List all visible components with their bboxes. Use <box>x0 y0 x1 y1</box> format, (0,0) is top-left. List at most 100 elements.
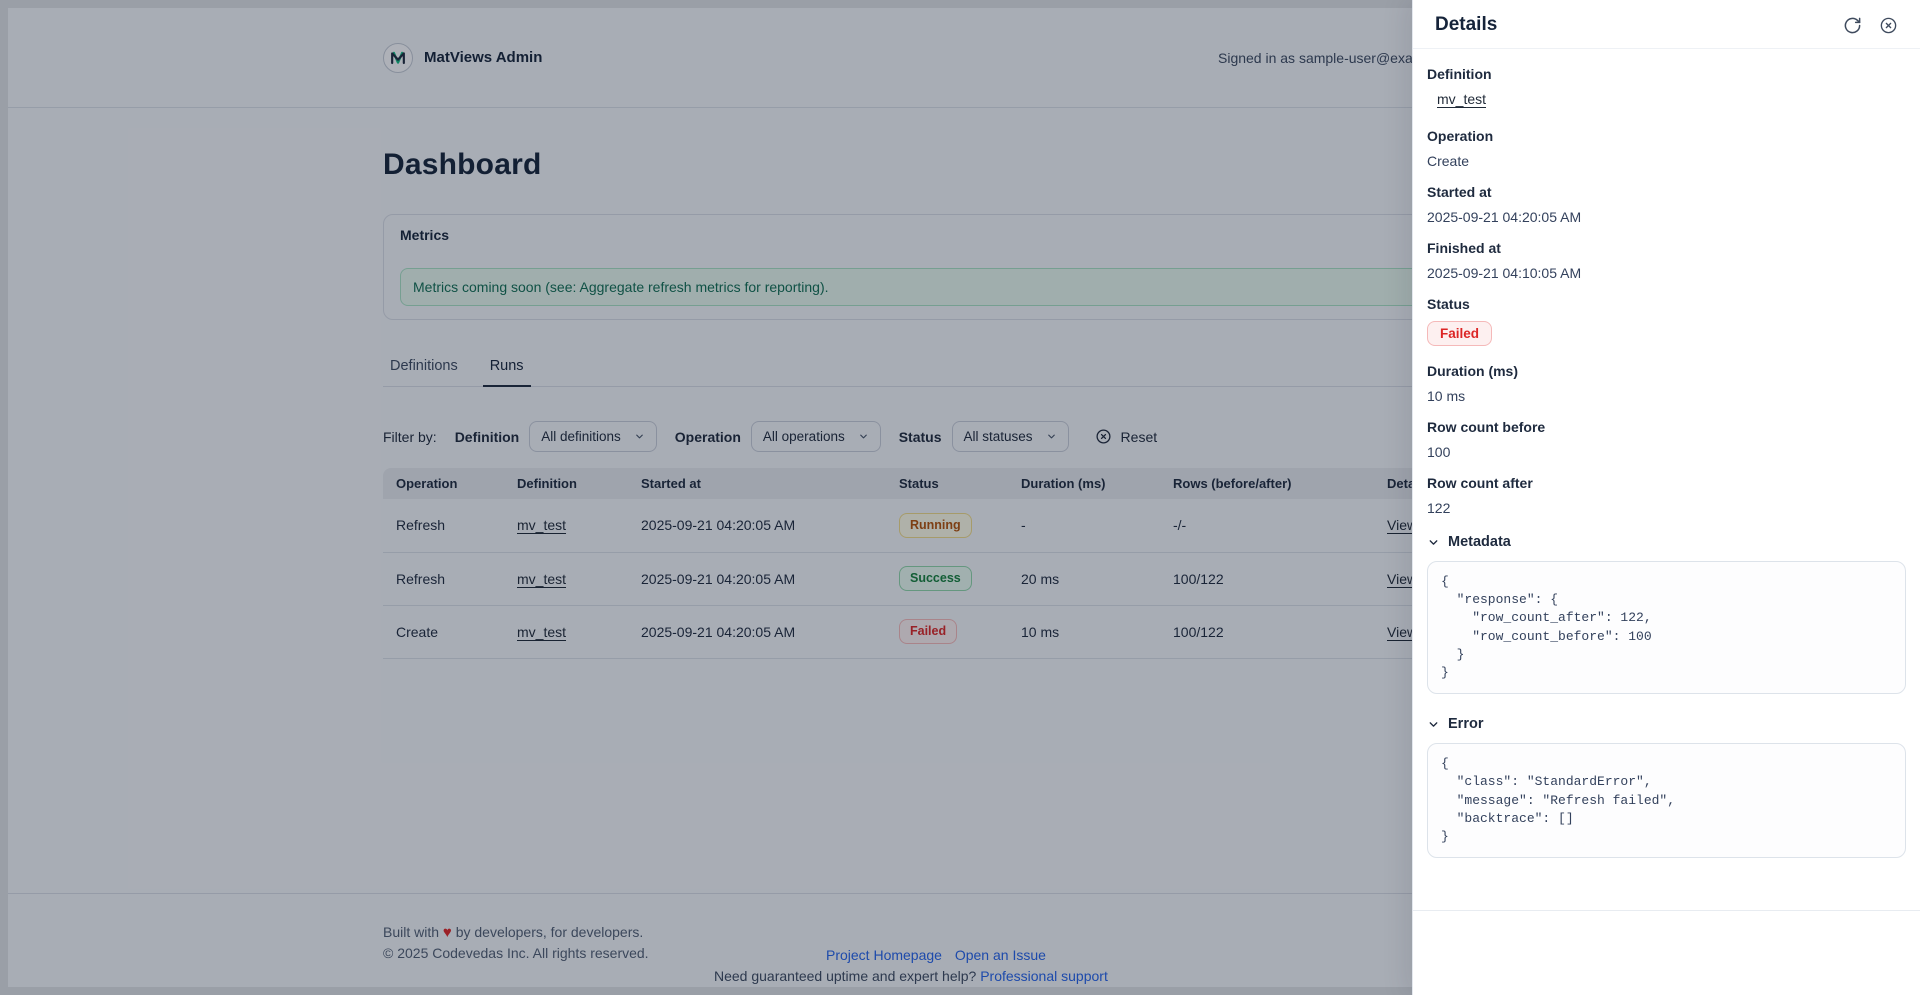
definition-label: Definition <box>1427 66 1492 82</box>
definition-filter-label: Definition <box>454 428 520 445</box>
definition-link[interactable]: mv_test <box>1437 91 1487 107</box>
built-with-text: Built with <box>383 924 440 940</box>
error-json: { "class": "StandardError", "message": "… <box>1441 756 1676 844</box>
page-title: Dashboard <box>383 148 542 181</box>
definition-field: Definition mv_test <box>1427 66 1906 113</box>
project-homepage-link[interactable]: Project Homepage <box>826 947 942 963</box>
refresh-button[interactable] <box>1843 16 1862 35</box>
view-details-link[interactable]: View <box>1387 570 1418 587</box>
col-rows: Rows (before/after) <box>1160 468 1374 499</box>
status-filter-label: Status <box>898 428 942 445</box>
tab-list: Definitions Runs <box>383 358 1537 387</box>
chevron-down-icon <box>635 434 643 439</box>
tab-definitions[interactable]: Definitions <box>390 358 458 374</box>
details-panel-header: Details <box>1413 0 1920 49</box>
chevron-down-icon <box>1047 434 1055 439</box>
definition-link[interactable]: mv_test <box>517 517 567 534</box>
top-bar: MatViews Admin Signed in as sample-user@… <box>8 8 1912 108</box>
duration-label: Duration (ms) <box>1427 363 1518 379</box>
cell-started-at: 2025-09-21 04:20:05 AM <box>628 552 886 606</box>
finished-at-value: 2025-09-21 04:10:05 AM <box>1427 265 1582 281</box>
cell-duration: 10 ms <box>1008 605 1160 659</box>
support-text: Need guaranteed uptime and expert help? <box>714 968 977 984</box>
footer-links: Project Homepage Open an Issue <box>826 947 1046 963</box>
page-footer: Built with ♥ by developers, for develope… <box>8 893 1912 987</box>
close-icon <box>1880 17 1897 33</box>
operation-filter-value: All operations <box>762 429 845 444</box>
definition-filter-select[interactable]: All definitions <box>529 421 657 452</box>
chevron-down-icon <box>1429 721 1438 727</box>
built-with-suffix: by developers, for developers. <box>455 924 644 940</box>
status-filter-select[interactable]: All statuses <box>951 421 1069 452</box>
cell-operation: Refresh <box>383 499 504 553</box>
chevron-down-icon <box>859 434 867 439</box>
col-duration: Duration (ms) <box>1008 468 1160 499</box>
cell-started-at: 2025-09-21 04:20:05 AM <box>628 499 886 553</box>
status-badge-failed: Failed <box>1427 321 1493 346</box>
finished-at-field: Finished at 2025-09-21 04:10:05 AM <box>1427 240 1906 281</box>
tab-runs[interactable]: Runs <box>482 358 531 387</box>
cell-duration: - <box>1008 499 1160 553</box>
status-badge-running: Running <box>899 512 972 538</box>
error-section-toggle[interactable]: Error <box>1427 716 1906 732</box>
error-code-block: { "class": "StandardError", "message": "… <box>1427 743 1906 859</box>
open-issue-link[interactable]: Open an Issue <box>954 947 1046 963</box>
view-details-link[interactable]: View <box>1387 517 1418 534</box>
metadata-section-toggle[interactable]: Metadata <box>1427 534 1906 550</box>
close-panel-button[interactable] <box>1879 16 1898 35</box>
metadata-section-title: Metadata <box>1448 534 1511 550</box>
runs-table: Operation Definition Started at Status D… <box>383 468 1537 659</box>
support-line: Need guaranteed uptime and expert help? … <box>714 968 1108 984</box>
table-row: Create mv_test 2025-09-21 04:20:05 AM Fa… <box>383 605 1537 659</box>
operation-label: Operation <box>1427 128 1494 144</box>
metrics-card: Metrics Metrics coming soon (see: Aggreg… <box>383 214 1537 320</box>
row-count-before-label: Row count before <box>1427 419 1546 435</box>
col-operation: Operation <box>383 468 504 499</box>
table-row: Refresh mv_test 2025-09-21 04:20:05 AM S… <box>383 552 1537 606</box>
main-content: Dashboard Metrics Metrics coming soon (s… <box>8 108 1912 893</box>
row-count-after-value: 122 <box>1427 500 1451 516</box>
started-at-value: 2025-09-21 04:20:05 AM <box>1427 209 1582 225</box>
col-status: Status <box>886 468 1008 499</box>
reset-button-label: Reset <box>1120 428 1158 445</box>
cell-rows: 100/122 <box>1160 552 1374 606</box>
status-field: Status Failed <box>1427 296 1906 346</box>
cell-duration: 20 ms <box>1008 552 1160 606</box>
reset-filters-button[interactable]: Reset <box>1095 428 1158 445</box>
copyright-text: © 2025 Codevedas Inc. All rights reserve… <box>383 945 649 961</box>
row-count-before-value: 100 <box>1427 444 1451 460</box>
details-panel-body[interactable]: Definition mv_test Operation Create Star… <box>1413 49 1920 910</box>
cell-rows: -/- <box>1160 499 1374 553</box>
brand-name: MatViews Admin <box>424 49 543 66</box>
definition-link[interactable]: mv_test <box>517 623 567 640</box>
details-panel-title: Details <box>1435 14 1498 35</box>
started-at-label: Started at <box>1427 184 1492 200</box>
operation-value: Create <box>1427 153 1470 169</box>
definition-filter-value: All definitions <box>541 429 621 444</box>
cell-started-at: 2025-09-21 04:20:05 AM <box>628 605 886 659</box>
operation-filter-label: Operation <box>674 428 741 445</box>
matviews-logo-icon <box>383 42 413 73</box>
cell-rows: 100/122 <box>1160 605 1374 659</box>
cell-operation: Create <box>383 605 504 659</box>
status-badge-failed: Failed <box>899 619 958 644</box>
circle-x-icon <box>1096 429 1111 444</box>
duration-value: 10 ms <box>1427 388 1466 404</box>
error-section: Error { "class": "StandardError", "messa… <box>1427 716 1906 859</box>
finished-at-label: Finished at <box>1427 240 1501 256</box>
definition-link[interactable]: mv_test <box>517 570 567 587</box>
operation-field: Operation Create <box>1427 128 1906 169</box>
row-count-after-field: Row count after 122 <box>1427 475 1906 516</box>
professional-support-link[interactable]: Professional support <box>980 968 1108 984</box>
metadata-section: Metadata { "response": { "row_count_afte… <box>1427 534 1906 695</box>
details-panel: Details Definition mv_test Operation Cre… <box>1412 0 1920 995</box>
col-started-at: Started at <box>628 468 886 499</box>
operation-filter-select[interactable]: All operations <box>750 421 881 452</box>
status-filter-value: All statuses <box>963 429 1033 444</box>
view-details-link[interactable]: View <box>1387 623 1418 640</box>
started-at-field: Started at 2025-09-21 04:20:05 AM <box>1427 184 1906 225</box>
table-row: Refresh mv_test 2025-09-21 04:20:05 AM R… <box>383 499 1537 553</box>
metrics-coming-soon-alert: Metrics coming soon (see: Aggregate refr… <box>400 268 1520 306</box>
filter-bar: Filter by: Definition All definitions Op… <box>383 421 1537 452</box>
filter-by-label: Filter by: <box>383 428 437 445</box>
